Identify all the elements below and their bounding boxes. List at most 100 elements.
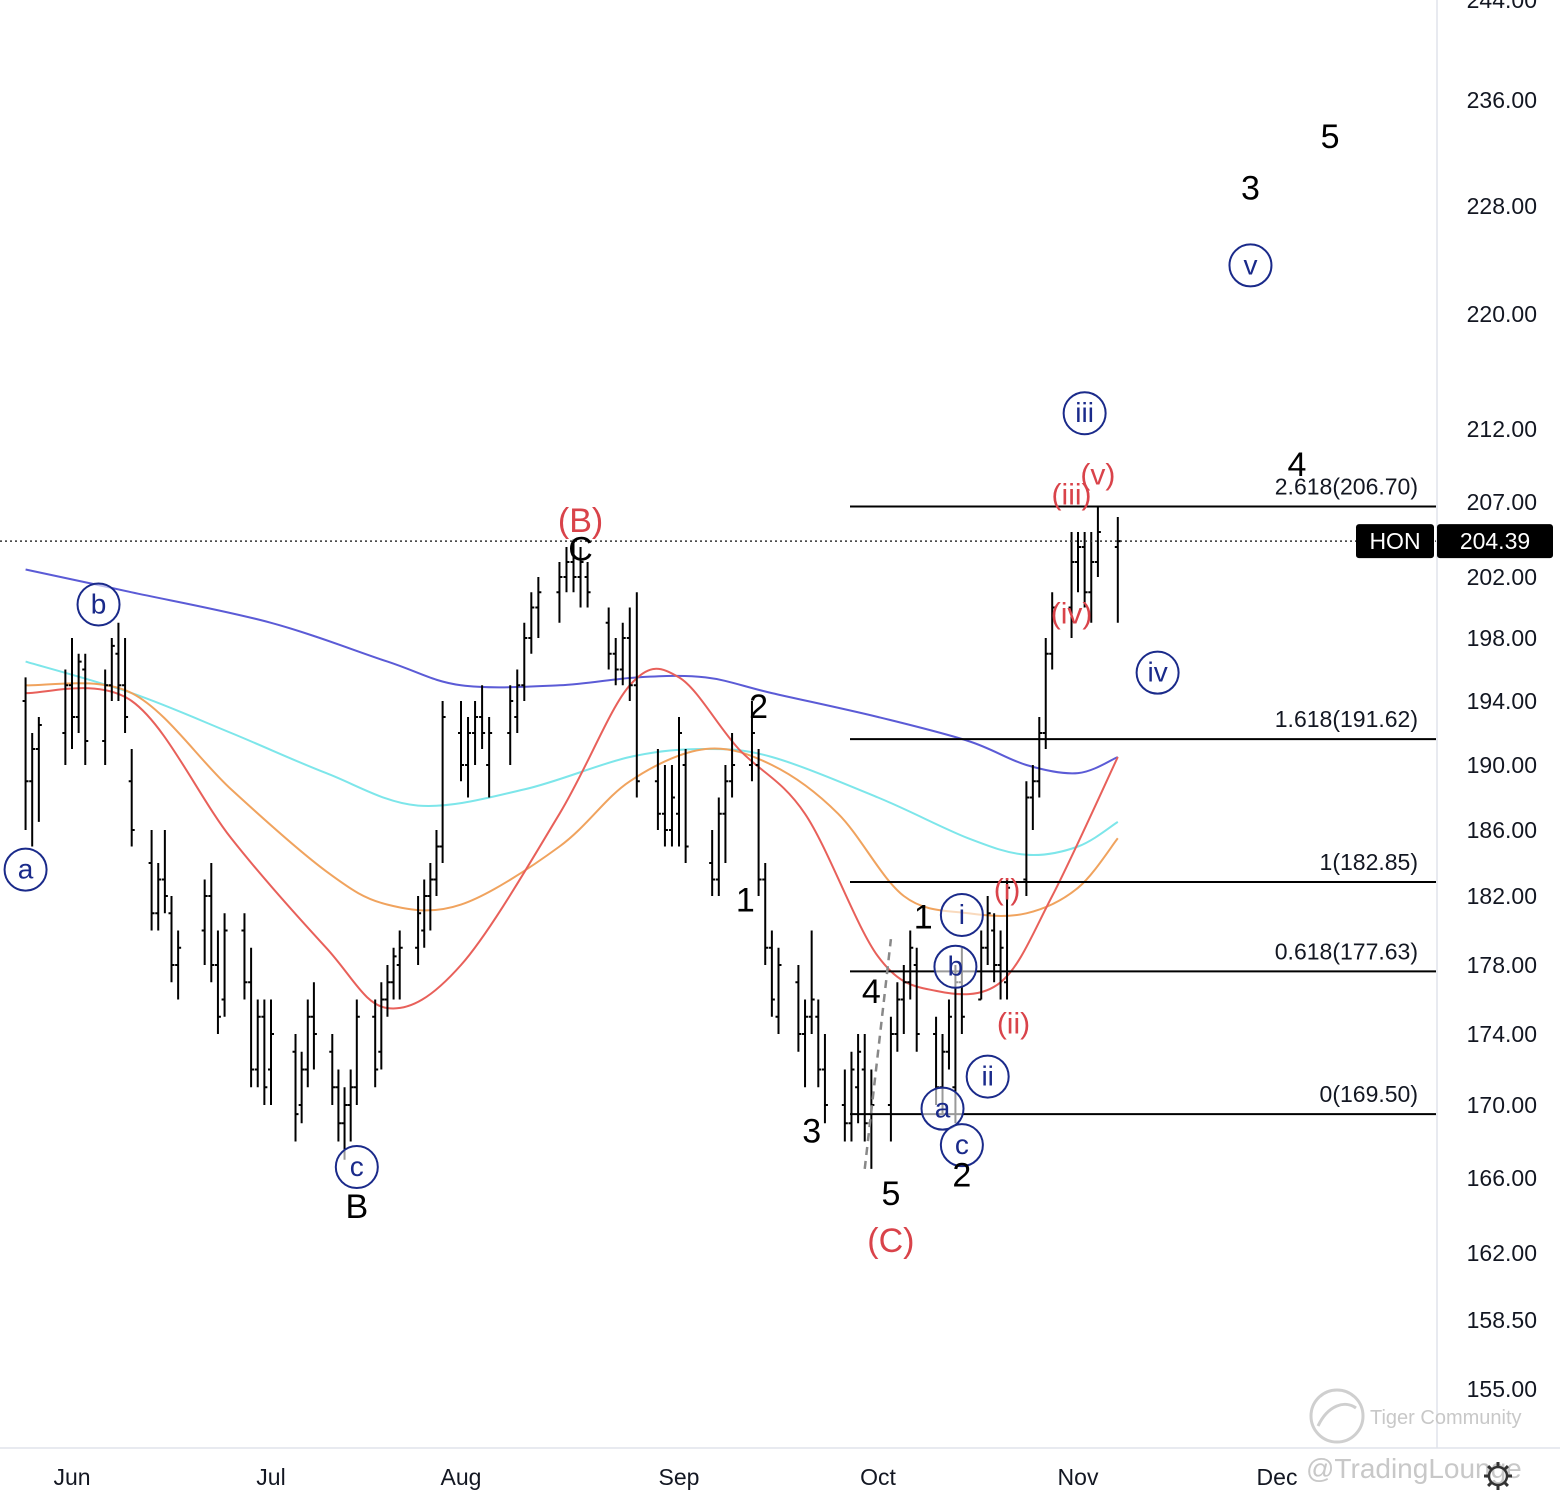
svg-text:iii: iii (1075, 397, 1094, 428)
ohlc-bar (415, 896, 422, 965)
ohlc-bar (991, 913, 998, 983)
ohlc-bar (128, 749, 135, 847)
ohlc-bar (605, 607, 612, 670)
ohlc-bar (122, 638, 129, 733)
ohlc-bar (353, 999, 360, 1105)
price-tick-label: 158.50 (1467, 1307, 1537, 1333)
ohlc-bar (1049, 592, 1056, 670)
svg-text:1: 1 (914, 899, 933, 937)
ohlc-bar (654, 749, 661, 830)
wave-label: c (939, 1123, 984, 1168)
svg-text:@TradingLounge: @TradingLounge (1306, 1453, 1522, 1484)
price-tick-label: 186.00 (1467, 817, 1537, 843)
wave-label: 4 (1287, 446, 1306, 484)
month-tick-label: Sep (659, 1464, 700, 1490)
svg-text:C: C (568, 531, 593, 569)
ohlc-bar (722, 765, 729, 863)
svg-text:a: a (18, 854, 34, 885)
ohlc-bar (62, 669, 69, 765)
ohlc-bar (472, 701, 479, 765)
svg-text:2: 2 (749, 688, 768, 726)
wave-label: 3 (802, 1113, 821, 1151)
ohlc-bar (661, 765, 668, 847)
wave-label: (i) (994, 873, 1021, 906)
wave-label: 3 (1241, 169, 1260, 207)
ohlc-bar (795, 965, 802, 1052)
svg-text:b: b (948, 951, 964, 982)
ohlc-bar (619, 622, 626, 686)
price-tick-label: 194.00 (1467, 688, 1537, 714)
price-tick-label: 170.00 (1467, 1092, 1537, 1118)
fib-level-label: 1.618(191.62) (1275, 706, 1418, 732)
ohlc-bar (507, 685, 514, 765)
ohlc-bar (855, 1034, 862, 1124)
svg-text:204.39: 204.39 (1460, 528, 1530, 554)
moving-average-line-1 (25, 568, 1119, 775)
wave-label: b (76, 582, 121, 627)
wave-label: 4 (862, 973, 881, 1011)
ohlc-bar (241, 913, 248, 1000)
ohlc-bar (268, 999, 274, 1105)
ohlc-bar (762, 863, 769, 965)
ohlc-bar (22, 677, 29, 830)
ohlc-bar (396, 930, 403, 1000)
wave-label: 1 (914, 899, 933, 937)
wave-label: (v) (1080, 458, 1115, 491)
price-tick-label: 207.00 (1467, 489, 1537, 515)
ohlc-bar (563, 547, 570, 593)
ohlc-bar (633, 592, 640, 798)
ohlc-bar (433, 830, 440, 896)
svg-text:B: B (345, 1188, 368, 1226)
wave-label: 5 (881, 1175, 900, 1213)
settings-gear-icon[interactable] (1484, 1462, 1512, 1490)
ohlc-bar (577, 547, 584, 608)
month-tick-label: Jul (256, 1464, 285, 1490)
ohlc-bar (102, 669, 109, 765)
svg-text:1: 1 (736, 881, 755, 919)
price-tick-label: 212.00 (1467, 416, 1537, 442)
ohlc-bar (261, 999, 268, 1105)
price-tick-label: 190.00 (1467, 752, 1537, 778)
wave-label: 2 (749, 688, 768, 726)
trend-line (863, 938, 893, 1170)
ohlc-bar (82, 653, 89, 765)
ohlc-bar (486, 717, 493, 798)
ohlc-bar (729, 733, 736, 798)
wave-label: (B) (558, 502, 603, 540)
svg-text:(ii): (ii) (997, 1008, 1030, 1041)
month-tick-label: Oct (860, 1464, 896, 1490)
price-tick-label: 244.00 (1467, 0, 1537, 13)
svg-text:4: 4 (862, 973, 881, 1011)
ohlc-bar (1004, 879, 1011, 1000)
ohlc-bar (254, 999, 261, 1088)
ohlc-bar (465, 717, 472, 798)
ohlc-bar (584, 562, 591, 608)
fib-level-label: 0.618(177.63) (1275, 938, 1418, 964)
ohlc-bar (682, 749, 689, 863)
ohlc-bar (1029, 765, 1036, 830)
ohlc-bar (329, 1034, 336, 1105)
ohlc-bar (913, 947, 920, 1052)
ohlc-bar (808, 930, 815, 1034)
ohlc-bar (715, 797, 722, 896)
price-tick-label: 220.00 (1467, 301, 1537, 327)
ohlc-bar (612, 638, 619, 686)
wave-label: a (920, 1086, 965, 1131)
svg-text:(v): (v) (1080, 458, 1115, 491)
ohlc-bar (115, 622, 122, 701)
price-tick-label: 182.00 (1467, 883, 1537, 909)
symbol-badge: HON (1356, 524, 1434, 559)
ohlc-bar (292, 1034, 299, 1142)
ohlc-bar (421, 879, 428, 948)
ohlc-bar (439, 701, 446, 863)
ohlc-bar (768, 930, 775, 1017)
price-tick-label: 166.00 (1467, 1165, 1537, 1191)
ohlc-bar (372, 999, 379, 1088)
ohlc-bar (1088, 532, 1095, 623)
ohlc-bar (668, 765, 675, 847)
ohlc-bar (304, 999, 311, 1088)
wave-label: iii (1062, 391, 1107, 436)
